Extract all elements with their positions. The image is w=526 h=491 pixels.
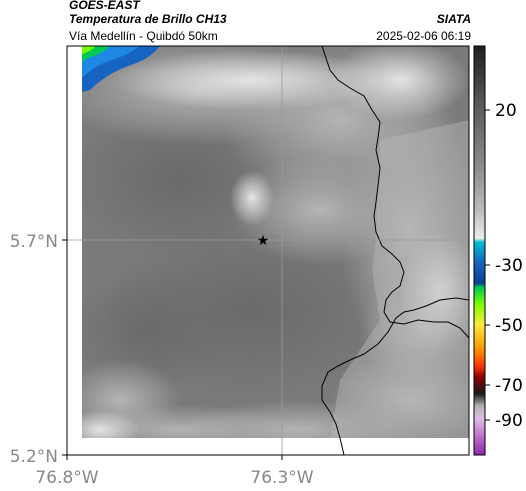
colorbar-tick-label: -50: [495, 316, 523, 336]
satellite-label: GOES-EAST: [69, 0, 140, 12]
colorbar-tick-label: 20: [495, 101, 517, 121]
colorbar-tick-label: -90: [495, 411, 523, 431]
colorbar-tick-label: -30: [495, 256, 523, 276]
lat-tick-label: 5.7°N: [10, 232, 58, 252]
lon-tick-label: 76.8°W: [35, 468, 98, 488]
organization-label: SIATA: [436, 12, 471, 26]
colorbar: [473, 45, 486, 456]
colorbar-tick-label: -70: [495, 376, 523, 396]
brightness-temperature-field: [67, 46, 469, 455]
location-subtitle: Vía Medellín - Quibdó 50km: [69, 29, 218, 43]
timestamp: 2025-02-06 06:19: [376, 29, 471, 43]
product-title: Temperatura de Brillo CH13: [69, 12, 227, 26]
coastline-border-south: [321, 297, 470, 456]
map-frame: [66, 45, 470, 456]
lat-tick-label: 5.2°N: [10, 447, 58, 467]
coastline-border: [321, 45, 470, 339]
lon-tick-label: 76.3°W: [250, 468, 313, 488]
star-icon: ★: [257, 233, 270, 249]
